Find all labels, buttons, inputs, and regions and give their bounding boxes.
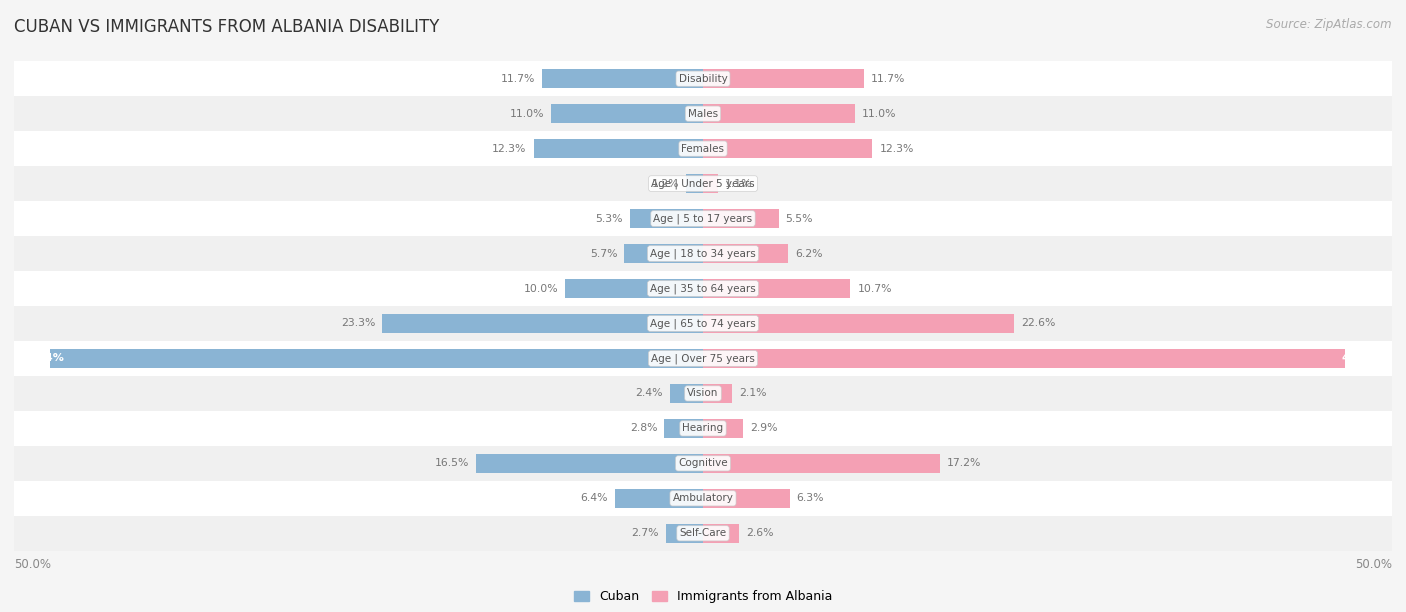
Bar: [630, 209, 703, 228]
Bar: [14, 166, 1392, 201]
Bar: [703, 174, 718, 193]
Text: 1.2%: 1.2%: [652, 179, 679, 188]
Text: 22.6%: 22.6%: [1021, 318, 1056, 329]
Text: 5.3%: 5.3%: [596, 214, 623, 223]
Bar: [533, 139, 703, 159]
Text: Males: Males: [688, 109, 718, 119]
Text: Disability: Disability: [679, 73, 727, 84]
Text: 2.7%: 2.7%: [631, 528, 659, 539]
Text: 6.3%: 6.3%: [797, 493, 824, 503]
Bar: [14, 446, 1392, 481]
Bar: [382, 314, 703, 333]
Text: Cognitive: Cognitive: [678, 458, 728, 468]
Bar: [703, 104, 855, 123]
Text: 6.2%: 6.2%: [796, 248, 823, 258]
Bar: [541, 69, 703, 88]
Bar: [14, 201, 1392, 236]
Text: 16.5%: 16.5%: [434, 458, 468, 468]
Bar: [703, 139, 873, 159]
Text: 2.1%: 2.1%: [738, 389, 766, 398]
Bar: [614, 489, 703, 508]
Bar: [703, 384, 733, 403]
Text: 23.3%: 23.3%: [340, 318, 375, 329]
Text: 11.7%: 11.7%: [501, 73, 534, 84]
Text: 50.0%: 50.0%: [1355, 559, 1392, 572]
Bar: [565, 279, 703, 298]
Text: Ambulatory: Ambulatory: [672, 493, 734, 503]
Bar: [14, 131, 1392, 166]
Bar: [624, 244, 703, 263]
Text: 47.4%: 47.4%: [25, 354, 63, 364]
Text: CUBAN VS IMMIGRANTS FROM ALBANIA DISABILITY: CUBAN VS IMMIGRANTS FROM ALBANIA DISABIL…: [14, 18, 440, 36]
Bar: [686, 174, 703, 193]
Bar: [475, 453, 703, 473]
Bar: [703, 453, 941, 473]
Bar: [703, 489, 790, 508]
Bar: [14, 271, 1392, 306]
Bar: [665, 419, 703, 438]
Bar: [703, 349, 1346, 368]
Text: Vision: Vision: [688, 389, 718, 398]
Text: 11.7%: 11.7%: [872, 73, 905, 84]
Text: 46.6%: 46.6%: [1341, 354, 1381, 364]
Text: 11.0%: 11.0%: [862, 109, 896, 119]
Bar: [14, 411, 1392, 446]
Bar: [14, 376, 1392, 411]
Text: 17.2%: 17.2%: [946, 458, 981, 468]
Text: 5.7%: 5.7%: [591, 248, 617, 258]
Text: Age | 18 to 34 years: Age | 18 to 34 years: [650, 248, 756, 259]
Text: 2.9%: 2.9%: [749, 424, 778, 433]
Text: 1.1%: 1.1%: [725, 179, 752, 188]
Text: 12.3%: 12.3%: [879, 144, 914, 154]
Bar: [14, 236, 1392, 271]
Text: 2.4%: 2.4%: [636, 389, 664, 398]
Text: 50.0%: 50.0%: [14, 559, 51, 572]
Text: Age | Under 5 years: Age | Under 5 years: [651, 178, 755, 189]
Legend: Cuban, Immigrants from Albania: Cuban, Immigrants from Albania: [569, 585, 837, 608]
Text: 6.4%: 6.4%: [581, 493, 607, 503]
Bar: [551, 104, 703, 123]
Text: 12.3%: 12.3%: [492, 144, 527, 154]
Bar: [14, 306, 1392, 341]
Bar: [703, 69, 865, 88]
Text: 2.6%: 2.6%: [745, 528, 773, 539]
Text: Source: ZipAtlas.com: Source: ZipAtlas.com: [1267, 18, 1392, 31]
Text: Age | 5 to 17 years: Age | 5 to 17 years: [654, 214, 752, 224]
Text: Age | Over 75 years: Age | Over 75 years: [651, 353, 755, 364]
Bar: [669, 384, 703, 403]
Bar: [703, 419, 742, 438]
Bar: [703, 209, 779, 228]
Text: Age | 35 to 64 years: Age | 35 to 64 years: [650, 283, 756, 294]
Text: 2.8%: 2.8%: [630, 424, 658, 433]
Text: Self-Care: Self-Care: [679, 528, 727, 539]
Bar: [14, 96, 1392, 131]
Bar: [703, 524, 738, 543]
Bar: [14, 61, 1392, 96]
Text: 10.7%: 10.7%: [858, 283, 891, 294]
Bar: [703, 314, 1014, 333]
Bar: [703, 279, 851, 298]
Text: 10.0%: 10.0%: [523, 283, 558, 294]
Bar: [14, 516, 1392, 551]
Text: Age | 65 to 74 years: Age | 65 to 74 years: [650, 318, 756, 329]
Bar: [666, 524, 703, 543]
Bar: [14, 481, 1392, 516]
Bar: [14, 341, 1392, 376]
Text: 11.0%: 11.0%: [510, 109, 544, 119]
Text: Hearing: Hearing: [682, 424, 724, 433]
Text: 5.5%: 5.5%: [786, 214, 813, 223]
Text: Females: Females: [682, 144, 724, 154]
Bar: [703, 244, 789, 263]
Bar: [49, 349, 703, 368]
